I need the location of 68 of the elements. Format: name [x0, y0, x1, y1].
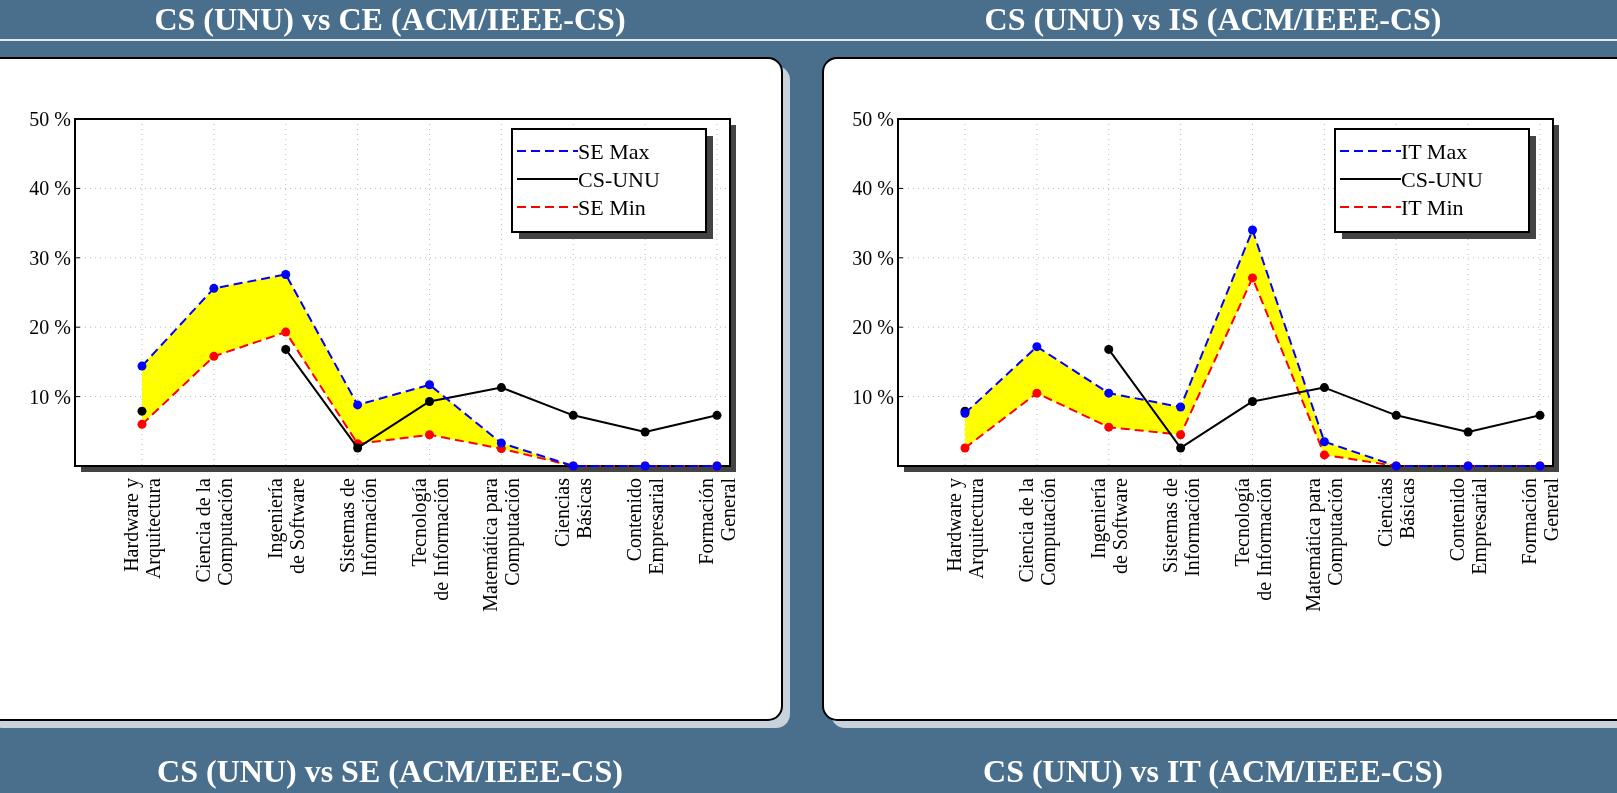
y-tick-label: 50 % [852, 108, 894, 130]
y-tick-label: 20 % [29, 316, 71, 339]
point [137, 419, 147, 429]
x-tick-label: Formación General [1518, 477, 1562, 565]
text: CS (UNU) vs IS (ACM/IEEE-CS) [984, 1, 1442, 37]
x-tick-label: Ciencia de la Computación [1014, 477, 1060, 586]
x-tick-label: Contenido Empresarial [623, 477, 669, 575]
x-tick-label: Ciencias Básicas [1374, 477, 1419, 547]
point [1104, 422, 1114, 432]
point [1176, 402, 1186, 412]
point [353, 400, 363, 410]
point [1104, 388, 1114, 398]
point [1032, 342, 1042, 352]
x-tick-label: Ciencias Básicas [551, 477, 596, 547]
text: CS (UNU) vs SE (ACM/IEEE-CS) [157, 753, 623, 789]
point [137, 361, 147, 371]
legend-label: CS-UNU [578, 166, 661, 192]
point [640, 427, 650, 437]
point [1248, 396, 1257, 406]
point [281, 344, 291, 354]
legend-label: IT Max [1401, 138, 1468, 164]
point [568, 410, 578, 420]
point [209, 351, 219, 361]
point [1319, 437, 1329, 447]
x-tick-label: Formación General [695, 477, 739, 565]
point [1463, 427, 1473, 437]
point [1032, 388, 1042, 398]
point [1104, 344, 1114, 354]
y-tick-label: 50 % [29, 108, 71, 130]
point [1248, 273, 1257, 283]
point [1319, 450, 1329, 460]
text: CS (UNU) vs IT (ACM/IEEE-CS) [983, 753, 1443, 789]
y-tick-label: 10 % [852, 385, 894, 408]
point [281, 269, 291, 279]
point [281, 327, 291, 337]
point [496, 383, 506, 393]
point [137, 406, 147, 416]
point [209, 283, 219, 293]
x-tick-label: Contenido Empresarial [1446, 477, 1492, 575]
x-tick-label: Ingeniería de Software [1086, 477, 1131, 575]
legend-label: SE Min [578, 194, 646, 220]
point [425, 430, 434, 440]
legend-label: SE Max [578, 138, 650, 164]
point [960, 443, 970, 453]
legend-label: CS-UNU [1401, 166, 1484, 192]
point [425, 396, 434, 406]
point [712, 410, 722, 420]
legend-label: IT Min [1401, 194, 1464, 220]
y-tick-label: 10 % [29, 385, 71, 408]
text: CS (UNU) vs CE (ACM/IEEE-CS) [154, 1, 626, 37]
y-tick-label: 40 % [29, 177, 71, 200]
point [1391, 410, 1401, 420]
y-tick-label: 20 % [852, 316, 894, 339]
x-tick-label: Ingeniería de Software [263, 477, 308, 575]
x-tick-label: Ciencia de la Computación [191, 477, 237, 586]
point [1176, 430, 1186, 440]
point [353, 443, 363, 453]
point [496, 438, 506, 448]
x-tick-label: Hardware y Arquitectura [120, 477, 165, 580]
point [1535, 410, 1545, 420]
x-tick-label: Hardware y Arquitectura [943, 477, 988, 580]
y-tick-label: 30 % [29, 246, 71, 269]
point [425, 380, 434, 390]
point [1248, 225, 1257, 235]
point [1319, 383, 1329, 393]
y-tick-label: 40 % [852, 177, 894, 200]
y-tick-label: 30 % [852, 246, 894, 269]
point [1176, 443, 1186, 453]
